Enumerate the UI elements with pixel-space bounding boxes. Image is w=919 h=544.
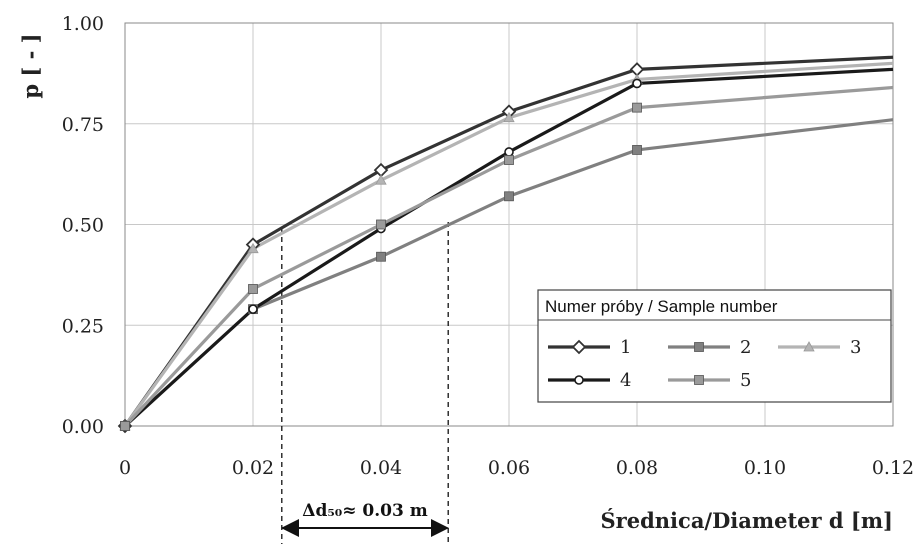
legend-label: 4 (620, 370, 631, 391)
point-marker-diamond (629, 62, 645, 77)
point-marker-circle (574, 375, 584, 385)
tick-labels: 0 0.02 0.04 0.06 0.08 0.10 0.12 0.00 0.25 0.50 0.7… (62, 13, 914, 479)
series-line-3 (123, 61, 894, 427)
annotation: Δd₅₀≈ 0.03 m (280, 222, 450, 544)
x-tick-label: 0.06 (488, 457, 530, 479)
legend-item-3: 3 (778, 337, 861, 358)
point-marker-square (376, 251, 386, 262)
legend-item-2: 2 (668, 337, 751, 358)
x-tick-label: 0 (119, 457, 131, 479)
point-marker-triangle (803, 341, 815, 352)
series-line-4 (123, 67, 894, 428)
annotation-label: Δd₅₀≈ 0.03 m (302, 501, 427, 521)
series-line-1 (123, 55, 894, 427)
series-line-5 (123, 85, 894, 428)
y-tick-label: 0.00 (62, 416, 104, 438)
legend-label: 5 (740, 370, 751, 391)
point-marker-square (504, 155, 514, 165)
x-tick-label: 0.10 (744, 457, 786, 479)
point-marker-triangle (503, 111, 515, 123)
point-marker-diamond (571, 339, 587, 355)
y-tick-label: 1.00 (62, 13, 104, 35)
legend-label: 2 (740, 337, 751, 358)
plot-frame (124, 22, 894, 427)
point-marker-triangle (247, 242, 259, 254)
point-marker-circle (504, 147, 514, 157)
legend: Numer próby / Sample number 1 2 3 4 5 (537, 289, 892, 403)
series-lines (123, 55, 894, 428)
point-marker-square (120, 421, 130, 431)
series-markers (117, 62, 645, 434)
point-marker-square (694, 375, 704, 385)
x-tick-label: 0.02 (232, 457, 274, 479)
point-marker-triangle (375, 174, 387, 185)
y-tick-label: 0.75 (62, 114, 104, 136)
y-tick-label: 0.25 (62, 315, 104, 337)
point-marker-square (694, 342, 704, 352)
y-axis-title: p [ - ] (18, 33, 43, 98)
point-marker-square (376, 219, 386, 230)
legend-label: 1 (620, 337, 631, 358)
point-marker-circle (632, 78, 642, 89)
legend-label: 3 (850, 337, 861, 358)
x-tick-label: 0.08 (616, 457, 658, 479)
point-marker-square (248, 284, 258, 294)
x-tick-label: 0.04 (360, 457, 402, 479)
legend-title: Numer próby / Sample number (545, 297, 778, 316)
point-marker-square (504, 191, 514, 202)
point-marker-circle (248, 304, 258, 314)
point-marker-square (632, 102, 642, 113)
point-marker-square (632, 145, 642, 155)
legend-items: 1 2 3 4 5 (548, 337, 861, 391)
x-tick-label: 0.12 (872, 457, 914, 479)
legend-item-1: 1 (548, 337, 631, 358)
legend-item-4: 4 (548, 370, 631, 391)
y-tick-label: 0.50 (62, 215, 104, 237)
legend-item-5: 5 (668, 370, 751, 391)
x-axis-title: Średnica/Diameter d [m] (601, 508, 893, 533)
